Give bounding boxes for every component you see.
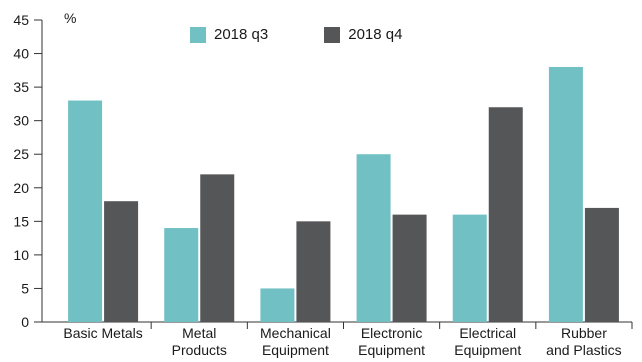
- bar-2: [200, 174, 235, 322]
- y-tick-label: 5: [21, 280, 29, 296]
- bar-2: [584, 207, 619, 322]
- x-tick-label: Equipment: [358, 342, 425, 358]
- legend-item-series-2: 2018 q4: [324, 26, 402, 43]
- x-tick-label: Rubber: [561, 325, 607, 341]
- bar-1: [260, 288, 295, 322]
- legend-label-series-2: 2018 q4: [348, 26, 403, 43]
- bar-1: [164, 228, 199, 322]
- legend-swatch-series-2: [324, 26, 341, 43]
- x-tick-label: Equipment: [262, 342, 329, 358]
- legend-swatch-series-1: [190, 26, 206, 43]
- y-tick-label: 10: [13, 247, 29, 263]
- y-tick-label: 40: [13, 46, 29, 62]
- x-tick-label: Basic Metals: [63, 325, 142, 341]
- x-tick-label: Equipment: [454, 342, 521, 358]
- bar-2: [296, 221, 331, 322]
- legend-item-series-1: 2018 q3: [190, 26, 268, 43]
- legend-label-series-1: 2018 q3: [214, 26, 269, 43]
- bar-1: [68, 100, 103, 323]
- y-tick-label: 0: [21, 314, 29, 330]
- bar-1: [452, 214, 487, 322]
- x-tick-label: Electronic: [361, 325, 422, 341]
- x-tick-label: and Plastics: [546, 342, 621, 358]
- chart-legend: 2018 q3 2018 q4: [190, 26, 402, 43]
- y-tick-label: 15: [13, 213, 29, 229]
- bar-2: [392, 214, 427, 322]
- x-tick-label: Products: [172, 342, 227, 358]
- x-tick-label: Electrical: [459, 325, 516, 341]
- bar-1: [548, 66, 583, 322]
- bar-2: [104, 201, 139, 322]
- y-tick-label: 35: [13, 79, 29, 95]
- y-tick-label: 20: [13, 180, 29, 196]
- y-axis-unit-label: %: [64, 10, 77, 26]
- y-tick-label: 30: [13, 113, 29, 129]
- bar-1: [356, 154, 391, 322]
- y-tick-label: 25: [13, 146, 29, 162]
- x-tick-label: Metal: [182, 325, 216, 341]
- bar-2: [488, 107, 523, 322]
- y-tick-label: 45: [13, 12, 29, 28]
- x-tick-label: Mechanical: [260, 325, 331, 341]
